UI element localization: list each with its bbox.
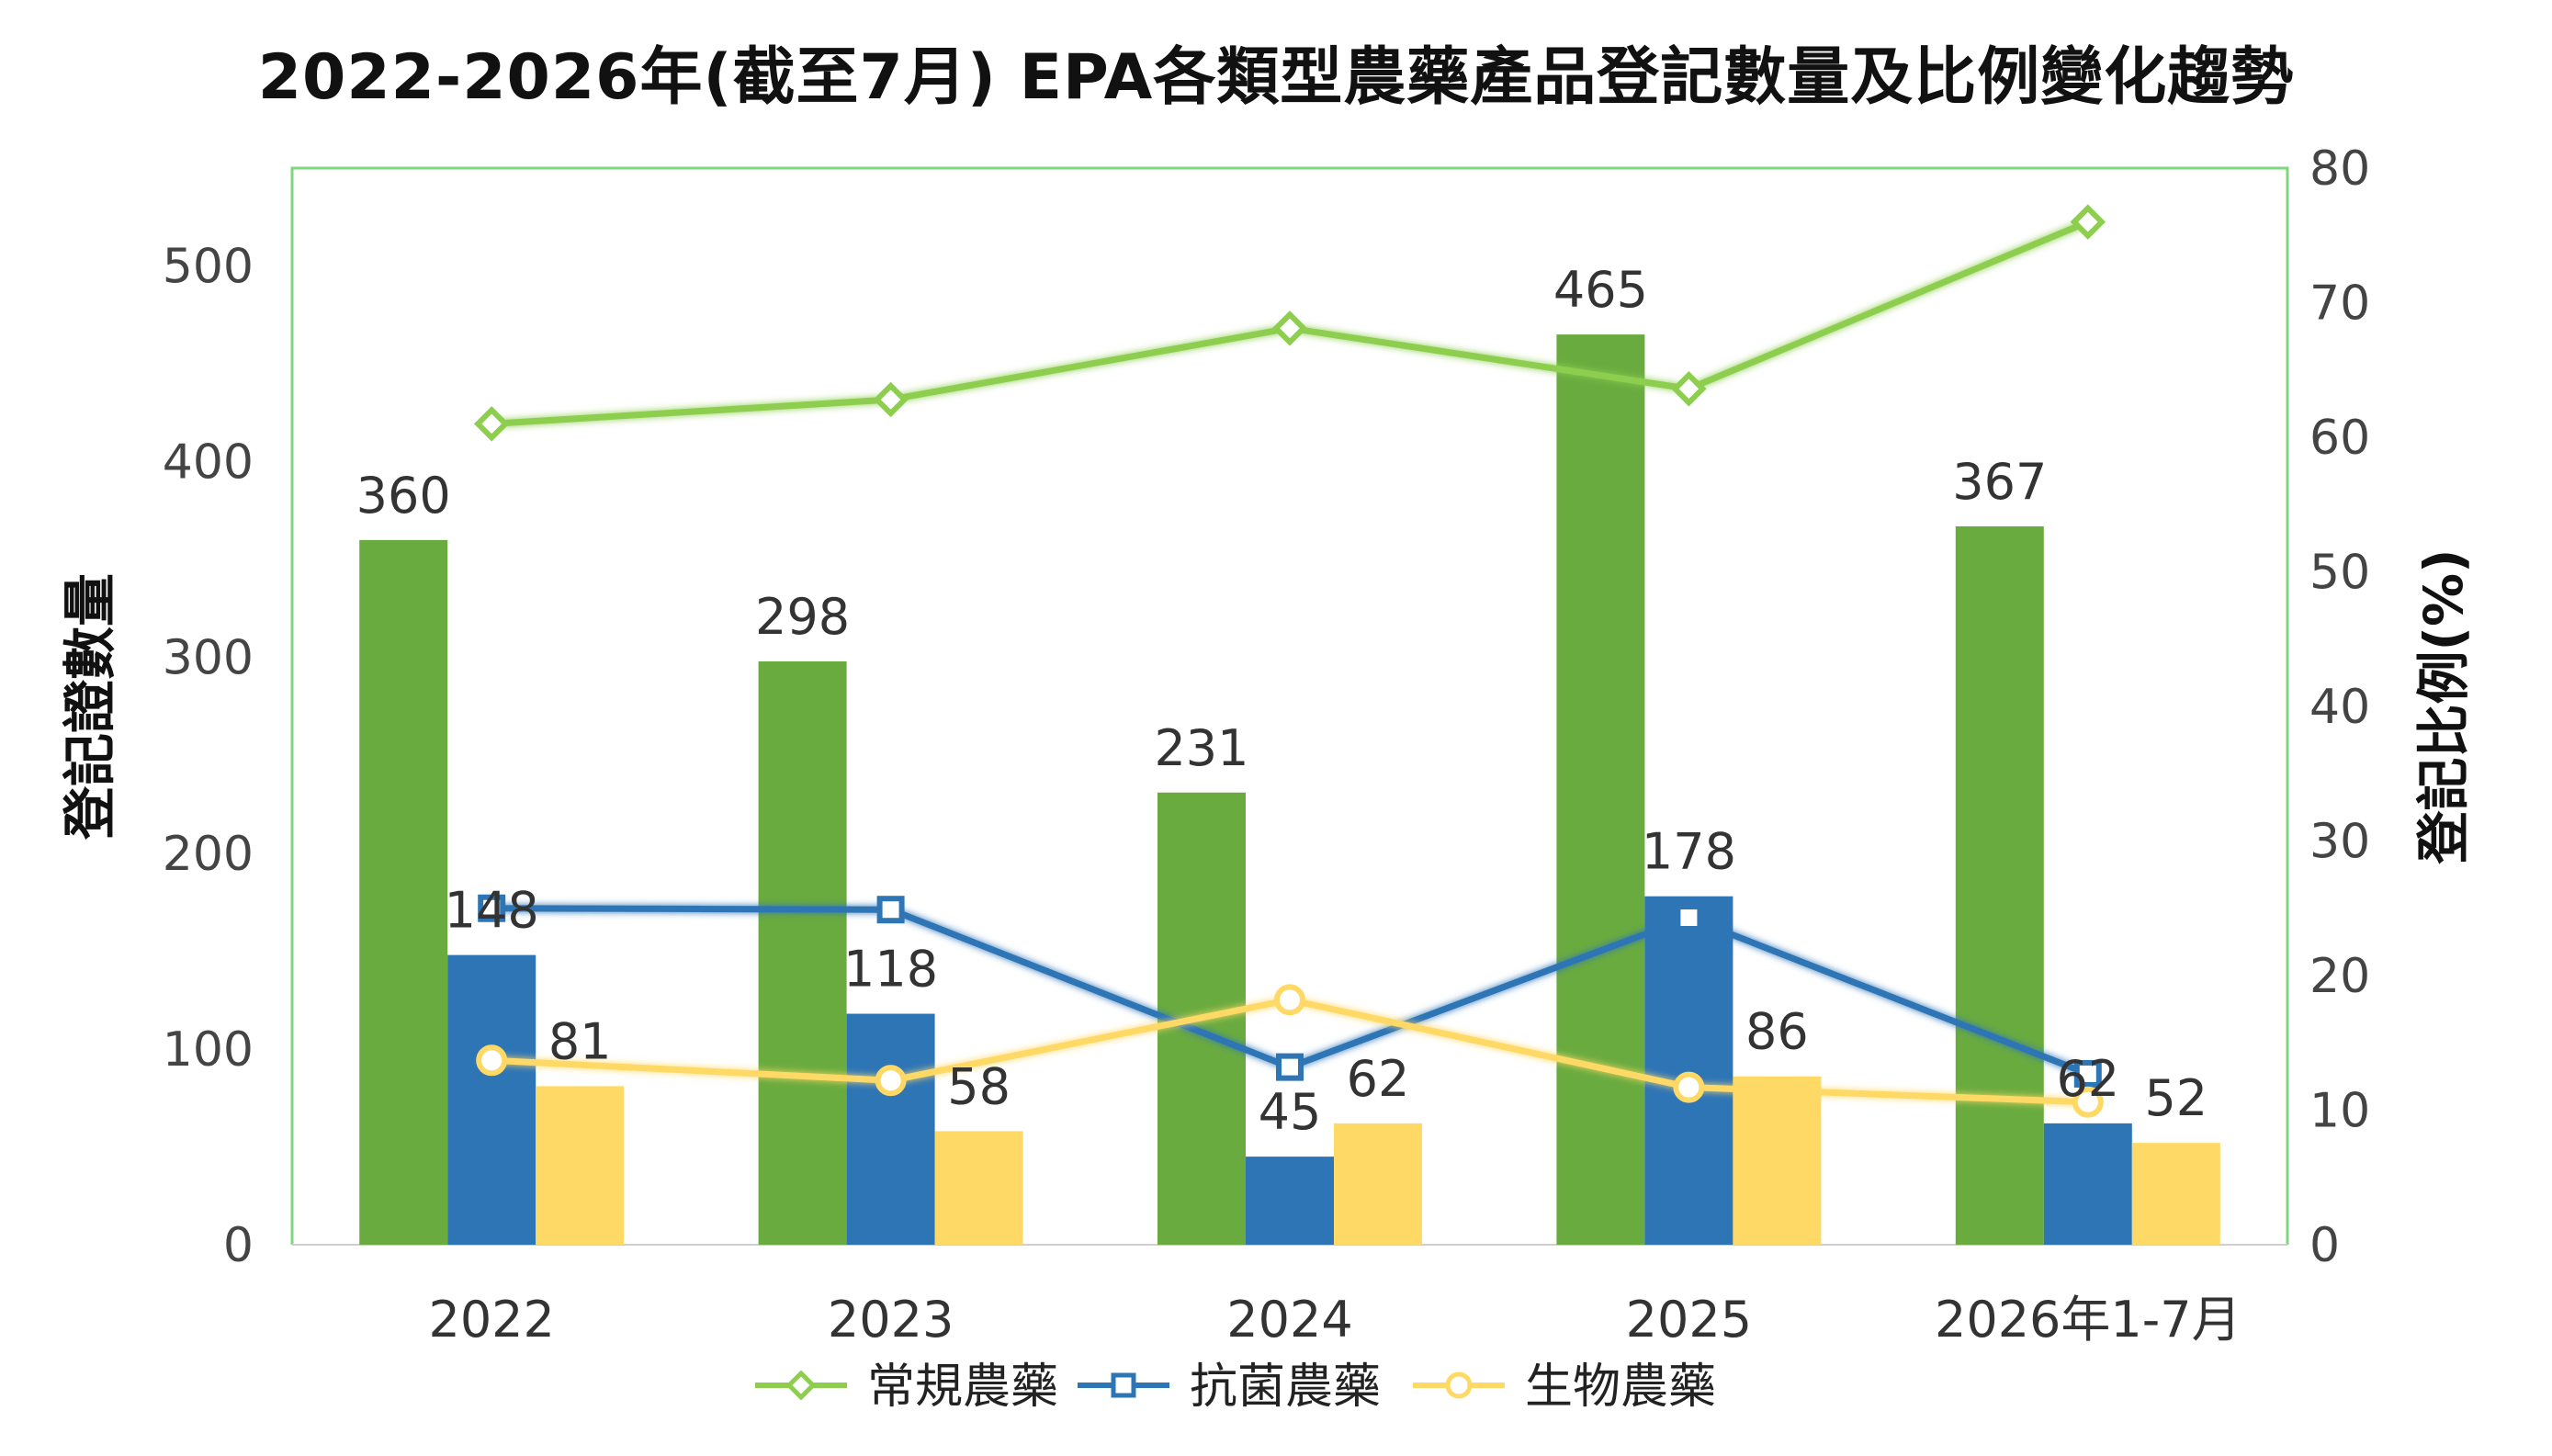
y-tick-left-0: 0 [223,1218,254,1273]
x-tick-3: 2025 [1626,1291,1752,1349]
data-label-1-4: 62 [2056,1050,2119,1108]
data-label-2-1: 58 [947,1057,1011,1115]
marker-1-3 [1675,904,1703,932]
legend-label-2: 生物農藥 [1525,1360,1716,1415]
marker-2-0 [476,1044,508,1077]
marker-0-1 [873,381,909,418]
x-tick-4: 2026年1-7月 [1935,1291,2241,1349]
y-tick-right-0: 0 [2309,1218,2340,1273]
plot-border [290,166,2289,1245]
data-label-2-4: 52 [2144,1069,2208,1127]
y-tick-right-7: 70 [2309,277,2370,332]
legend-marker-1 [1111,1372,1136,1398]
bar-2-3 [1733,1076,1822,1245]
chart-title: 2022-2026年(截至7月) EPA各類型農藥產品登記數量及比例變化趨勢 [257,41,2295,114]
y-tick-left-4: 400 [163,435,254,491]
legend-marker-0 [785,1370,817,1401]
y-tick-right-2: 20 [2309,949,2370,1004]
data-label-1-0: 148 [445,882,539,940]
bar-1-0 [447,954,536,1245]
bar-0-4 [1955,525,2044,1245]
marker-2-3 [1673,1071,1705,1103]
bar-1-1 [846,1013,935,1245]
marker-0-3 [1671,371,1707,407]
x-tick-0: 2022 [428,1291,554,1349]
y-tick-right-4: 40 [2309,680,2370,735]
marker-1-2 [1276,1053,1304,1081]
y-tick-right-8: 80 [2309,141,2370,197]
legend: 常規農藥 抗菌農藥 生物農藥 [755,1360,1716,1415]
legend-label-1: 抗菌農藥 [1190,1360,1381,1415]
bar-0-1 [758,660,847,1245]
bar-1-4 [2043,1123,2132,1245]
bar-1-3 [1644,896,1733,1245]
legend-item-1: 抗菌農藥 [1078,1360,1381,1415]
bar-2-0 [536,1086,625,1245]
marker-1-1 [876,896,905,924]
legend-item-2: 生物農藥 [1413,1360,1716,1415]
line-layer [473,204,2106,1118]
marker-1-4 [2073,1059,2102,1088]
bar-0-0 [359,539,448,1245]
bar-0-3 [1556,334,1645,1245]
y-tick-right-6: 60 [2309,411,2370,466]
data-label-1-2: 45 [1259,1083,1322,1141]
y-tick-right-3: 30 [2309,815,2370,870]
data-label-1-1: 118 [843,941,938,999]
y-axis-title-right: 登記比例(%) [2412,548,2475,864]
y-tick-left-3: 300 [163,631,254,686]
y-tick-left-1: 100 [163,1022,254,1078]
bar-2-4 [2131,1143,2220,1245]
x-tick-1: 2023 [828,1291,954,1349]
marker-2-2 [1274,984,1305,1016]
y-tick-left-2: 200 [163,827,254,882]
marker-1-0 [478,894,506,922]
marker-0-4 [2070,204,2106,240]
y-tick-right-5: 50 [2309,546,2370,601]
bar-2-2 [1334,1123,1422,1245]
legend-marker-2 [1445,1371,1473,1399]
data-label-0-1: 298 [755,588,850,646]
marker-0-0 [473,406,510,442]
marker-0-2 [1271,310,1308,346]
data-label-2-2: 62 [1347,1050,1410,1108]
data-label-layer: 360 298 231 465 367 148 118 45 178 62 81 58 62 86 52 [356,261,2208,1141]
marker-2-1 [875,1065,907,1097]
legend-label-0: 常規農藥 [867,1360,1058,1415]
data-label-0-3: 465 [1553,261,1648,319]
x-tick-2: 2024 [1226,1291,1352,1349]
y-axis-title-left: 登記證數量 [59,573,121,841]
data-label-2-0: 81 [548,1012,612,1070]
data-label-1-3: 178 [1642,823,1736,881]
data-label-0-2: 231 [1154,719,1248,777]
marker-2-4 [2072,1086,2104,1118]
y-tick-left-5: 500 [163,240,254,295]
data-label-0-4: 367 [1952,453,2047,511]
bar-2-1 [934,1131,1023,1245]
data-label-0-0: 360 [356,467,451,525]
axes-layer: 0 100 200 300 400 500 0 10 20 30 40 50 60 70 80 2022 202… [59,141,2475,1349]
bar-1-2 [1246,1157,1334,1245]
data-label-2-3: 86 [1745,1003,1809,1061]
legend-item-0: 常規農藥 [755,1360,1058,1415]
y-tick-right-1: 10 [2309,1084,2370,1139]
